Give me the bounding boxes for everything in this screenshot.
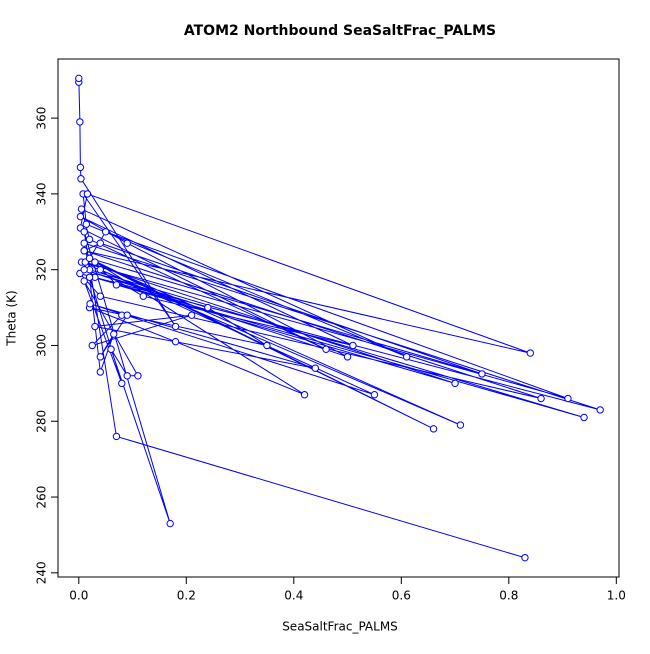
data-point: [311, 364, 320, 372]
data-point: [77, 175, 85, 183]
x-tick-label: 0.6: [392, 589, 411, 603]
data-point: [91, 258, 99, 266]
data-point: [478, 370, 486, 378]
data-point: [537, 394, 545, 403]
data-point: [456, 421, 465, 429]
data-point: [123, 372, 131, 380]
data-point: [123, 311, 131, 319]
data-point: [343, 353, 352, 361]
y-tick-label: 340: [35, 182, 49, 205]
data-point: [96, 353, 105, 361]
data-point: [123, 239, 131, 247]
data-point: [526, 349, 535, 357]
y-tick-label: 240: [35, 561, 49, 584]
data-point: [596, 406, 604, 414]
data-point: [88, 341, 96, 350]
y-tick-label: 260: [35, 486, 49, 509]
y-tick-label: 360: [35, 107, 49, 130]
data-point: [349, 341, 357, 350]
data-point: [429, 425, 438, 433]
data-point: [580, 413, 588, 422]
data-point: [82, 220, 91, 228]
x-tick-label: 0.0: [69, 589, 88, 603]
data-point: [80, 247, 88, 255]
data-point: [86, 300, 94, 308]
data-point: [96, 292, 105, 300]
data-point: [112, 281, 121, 289]
x-axis-label: SeaSaltFrac_PALMS: [282, 620, 398, 634]
data-point: [77, 205, 86, 213]
data-point: [80, 265, 88, 274]
x-tick-label: 0.2: [177, 589, 196, 603]
x-tick-label: 0.4: [284, 589, 303, 603]
x-tick-label: 0.8: [499, 589, 518, 603]
data-point: [118, 379, 126, 388]
data-point: [80, 277, 88, 285]
data-point: [85, 235, 94, 244]
data-point: [187, 311, 196, 319]
data-point: [75, 74, 83, 83]
data-point: [322, 345, 330, 353]
data-point: [76, 118, 84, 126]
data-point: [76, 212, 85, 221]
data-point: [171, 337, 180, 346]
data-point: [263, 341, 271, 350]
data-point: [96, 368, 105, 376]
data-point: [521, 553, 529, 562]
data-point: [451, 379, 459, 388]
data-point: [80, 239, 88, 247]
data-point: [300, 391, 309, 399]
data-point: [83, 190, 92, 198]
data-point: [204, 303, 212, 312]
data-point: [85, 273, 94, 281]
y-axis-label: Theta (K): [5, 290, 19, 346]
data-point: [96, 265, 105, 274]
data-point: [101, 228, 110, 236]
data-point: [166, 519, 174, 528]
plot-box: [57, 58, 620, 578]
data-point: [80, 228, 88, 236]
chart-title: ATOM2 Northbound SeaSaltFrac_PALMS: [184, 23, 496, 39]
y-tick-label: 300: [35, 334, 49, 357]
data-point: [134, 372, 142, 380]
data-point: [139, 292, 148, 300]
series-line: [78, 78, 601, 559]
data-point: [171, 322, 180, 331]
data-point: [91, 322, 99, 331]
y-tick-label: 280: [35, 410, 49, 433]
data-point: [110, 330, 118, 338]
x-tick-label: 1.0: [607, 589, 626, 603]
data-point: [112, 432, 121, 441]
data-point: [107, 345, 115, 353]
data-point: [402, 353, 411, 361]
data-point: [96, 239, 105, 247]
data-point: [564, 394, 572, 403]
data-point: [370, 391, 379, 399]
data-point: [76, 163, 85, 172]
data-point: [85, 254, 94, 263]
y-tick-label: 320: [35, 258, 49, 281]
